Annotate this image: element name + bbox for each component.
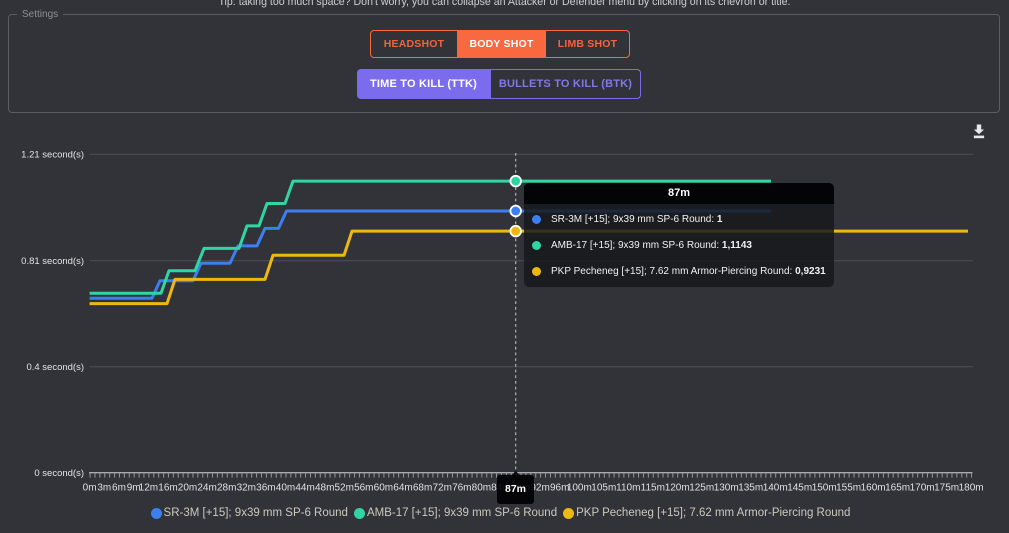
svg-text:0.4 second(s): 0.4 second(s) bbox=[26, 362, 84, 373]
svg-text:100m: 100m bbox=[567, 483, 592, 494]
svg-text:96m: 96m bbox=[550, 483, 569, 494]
svg-text:24m: 24m bbox=[197, 483, 216, 494]
svg-text:150m: 150m bbox=[812, 483, 837, 494]
svg-text:120m: 120m bbox=[665, 483, 690, 494]
svg-text:20m: 20m bbox=[178, 483, 197, 494]
svg-text:28m: 28m bbox=[217, 483, 236, 494]
svg-text:48m: 48m bbox=[315, 483, 334, 494]
svg-text:140m: 140m bbox=[763, 483, 788, 494]
svg-text:64m: 64m bbox=[393, 483, 412, 494]
svg-text:44m: 44m bbox=[295, 483, 314, 494]
svg-text:60m: 60m bbox=[374, 483, 393, 494]
svg-text:170m: 170m bbox=[910, 483, 935, 494]
svg-text:76m: 76m bbox=[452, 483, 471, 494]
svg-text:12m: 12m bbox=[139, 483, 158, 494]
svg-text:175m: 175m bbox=[934, 483, 959, 494]
svg-text:165m: 165m bbox=[885, 483, 910, 494]
svg-text:80m: 80m bbox=[472, 483, 491, 494]
svg-text:125m: 125m bbox=[689, 483, 714, 494]
svg-text:160m: 160m bbox=[861, 483, 886, 494]
svg-text:110m: 110m bbox=[616, 483, 640, 494]
svg-text:72m: 72m bbox=[432, 483, 451, 494]
svg-text:155m: 155m bbox=[836, 483, 861, 494]
svg-text:52m: 52m bbox=[334, 483, 353, 494]
svg-text:56m: 56m bbox=[354, 483, 373, 494]
svg-text:36m: 36m bbox=[256, 483, 275, 494]
svg-text:16m: 16m bbox=[158, 483, 177, 494]
svg-text:6m: 6m bbox=[112, 483, 126, 494]
svg-text:3m: 3m bbox=[97, 483, 111, 494]
svg-text:0m: 0m bbox=[83, 483, 97, 494]
svg-text:40m: 40m bbox=[276, 483, 295, 494]
svg-text:0 second(s): 0 second(s) bbox=[34, 468, 84, 479]
svg-text:1.21 second(s): 1.21 second(s) bbox=[21, 150, 84, 161]
svg-text:9m: 9m bbox=[127, 483, 141, 494]
svg-text:92m: 92m bbox=[530, 483, 549, 494]
svg-text:180m: 180m bbox=[959, 483, 984, 494]
svg-text:0.81 second(s): 0.81 second(s) bbox=[21, 256, 84, 267]
svg-text:32m: 32m bbox=[237, 483, 256, 494]
svg-text:115m: 115m bbox=[641, 483, 665, 494]
svg-text:145m: 145m bbox=[787, 483, 812, 494]
svg-text:68m: 68m bbox=[413, 483, 432, 494]
svg-text:130m: 130m bbox=[714, 483, 739, 494]
svg-text:135m: 135m bbox=[738, 483, 763, 494]
svg-text:105m: 105m bbox=[591, 483, 616, 494]
